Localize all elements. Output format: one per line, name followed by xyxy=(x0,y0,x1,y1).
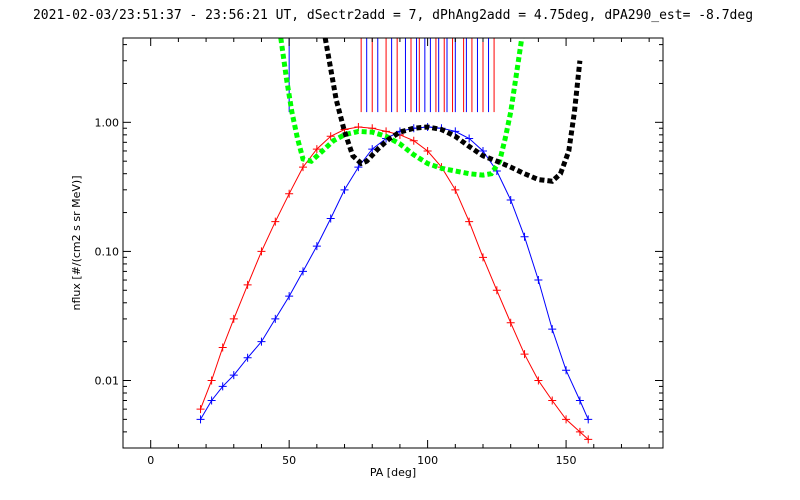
y-axis-label: nflux [#/(cm2 s sr MeV)] xyxy=(70,176,83,311)
point-red-19 xyxy=(451,185,460,194)
point-blue-27 xyxy=(562,366,571,375)
series-black-curve xyxy=(322,38,583,184)
point-red-25 xyxy=(534,376,543,385)
point-red-10 xyxy=(326,132,335,141)
y-tick-label-1: 0.10 xyxy=(95,245,120,258)
point-blue-10 xyxy=(326,214,335,223)
point-red-28 xyxy=(575,427,584,436)
point-blue-11 xyxy=(340,185,349,194)
y-tick-label-0: 0.01 xyxy=(95,375,120,388)
point-red-0 xyxy=(196,405,205,414)
point-red-23 xyxy=(506,318,515,327)
x-tick-label-1: 50 xyxy=(282,454,296,467)
point-blue-23 xyxy=(506,196,515,205)
point-red-17 xyxy=(423,146,432,155)
x-tick-label-0: 0 xyxy=(147,454,154,467)
point-red-6 xyxy=(271,217,280,226)
point-red-22 xyxy=(492,286,501,295)
point-red-2 xyxy=(218,343,227,352)
plot-marks xyxy=(196,38,593,444)
point-red-20 xyxy=(465,217,474,226)
point-blue-9 xyxy=(312,242,321,251)
point-blue-7 xyxy=(285,292,294,301)
plot-area xyxy=(196,38,593,444)
point-red-7 xyxy=(285,189,294,198)
point-blue-1 xyxy=(207,396,216,405)
point-red-5 xyxy=(257,247,266,256)
axis-ticks: 0 50 100 150 0.01 0.10 1.00 xyxy=(95,38,663,467)
point-blue-12 xyxy=(354,163,363,172)
x-tick-label-3: 150 xyxy=(556,454,577,467)
point-red-9 xyxy=(312,145,321,154)
point-blue-20 xyxy=(465,134,474,143)
point-blue-29 xyxy=(584,415,593,424)
point-blue-25 xyxy=(534,276,543,285)
point-blue-26 xyxy=(548,325,557,334)
chart-title: 2021-02-03/23:51:37 - 23:56:21 UT, dSect… xyxy=(33,8,753,23)
series-red-line xyxy=(200,126,589,440)
x-tick-label-2: 100 xyxy=(417,454,438,467)
point-red-16 xyxy=(409,136,418,145)
point-red-1 xyxy=(207,376,216,385)
point-blue-2 xyxy=(218,382,227,391)
point-red-4 xyxy=(243,280,252,289)
point-blue-28 xyxy=(575,396,584,405)
point-red-3 xyxy=(229,314,238,323)
point-blue-8 xyxy=(299,267,307,276)
point-red-26 xyxy=(548,396,557,405)
point-blue-5 xyxy=(257,337,266,346)
point-blue-0 xyxy=(196,415,205,424)
point-red-24 xyxy=(520,350,529,359)
point-blue-24 xyxy=(520,232,529,241)
point-red-27 xyxy=(562,415,571,424)
point-red-8 xyxy=(299,163,307,172)
point-red-29 xyxy=(584,435,593,444)
point-blue-6 xyxy=(271,314,280,323)
plot-frame xyxy=(122,37,664,449)
series-blue-line xyxy=(200,126,589,420)
point-blue-3 xyxy=(229,371,238,380)
y-tick-label-2: 1.00 xyxy=(95,116,120,129)
x-axis-label: PA [deg] xyxy=(370,466,416,479)
point-blue-4 xyxy=(243,353,252,362)
point-blue-19 xyxy=(451,127,460,136)
point-red-21 xyxy=(479,253,487,262)
